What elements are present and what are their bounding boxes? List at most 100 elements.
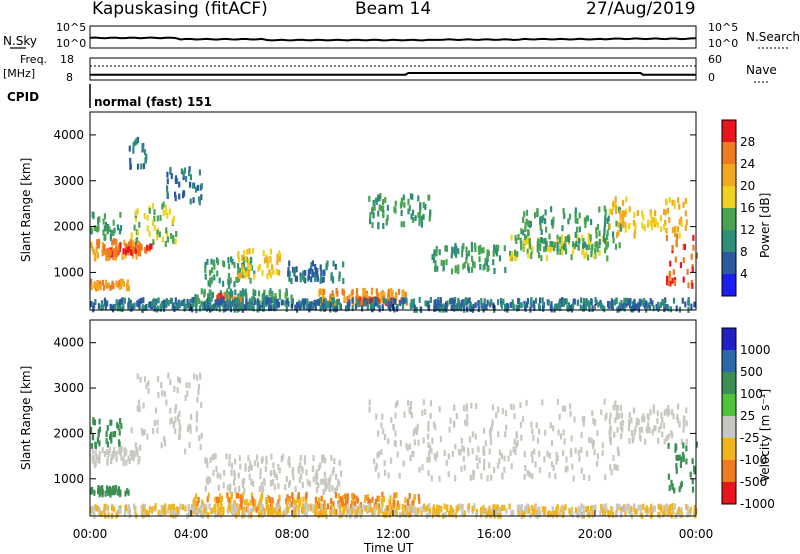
velocity-cell xyxy=(356,497,359,504)
velocity-cell xyxy=(288,457,291,464)
velocity-cell xyxy=(119,449,122,456)
velocity-cell xyxy=(210,508,213,515)
power-cell xyxy=(98,238,101,245)
power-cell xyxy=(329,301,332,308)
power-cell xyxy=(665,227,668,234)
velocity-cell xyxy=(142,511,145,518)
colorbar-tick-label: 1000 xyxy=(740,343,771,357)
power-cell xyxy=(278,269,281,276)
power-cell xyxy=(170,173,173,180)
velocity-cell xyxy=(631,436,634,443)
power-cell xyxy=(671,199,674,206)
velocity-cell xyxy=(153,420,156,427)
velocity-cell xyxy=(107,512,110,519)
power-cell xyxy=(402,194,405,201)
velocity-cell xyxy=(495,412,498,419)
velocity-cell xyxy=(443,449,446,456)
power-cell xyxy=(439,297,442,304)
velocity-cell xyxy=(139,376,142,383)
power-cell xyxy=(457,297,460,304)
power-cell xyxy=(207,297,210,304)
power-cell xyxy=(268,290,271,297)
power-cell xyxy=(387,303,390,310)
velocity-cell xyxy=(670,409,674,416)
velocity-cell xyxy=(185,382,188,389)
power-cell xyxy=(427,305,430,312)
power-cell xyxy=(675,305,678,312)
power-cell xyxy=(400,221,403,228)
power-cell xyxy=(241,254,244,261)
power-cell xyxy=(542,305,545,312)
power-cell xyxy=(588,243,591,250)
power-cell xyxy=(606,234,609,241)
velocity-cell xyxy=(482,504,485,511)
power-cell xyxy=(619,209,622,216)
power-cell xyxy=(204,261,207,268)
velocity-cell xyxy=(127,507,130,514)
velocity-cell xyxy=(174,403,178,410)
power-cell xyxy=(445,302,448,309)
power-cell xyxy=(629,298,632,304)
power-cell xyxy=(316,267,319,274)
power-cell xyxy=(369,218,372,225)
power-cell xyxy=(671,244,674,251)
velocity-cell xyxy=(407,498,410,505)
colorbar-tick-label: 12 xyxy=(740,223,755,237)
power-cell xyxy=(378,195,381,202)
velocity-cell xyxy=(317,512,320,519)
power-cell xyxy=(397,288,401,295)
velocity-cell xyxy=(588,437,591,444)
velocity-cell xyxy=(394,412,397,419)
velocity-cell xyxy=(184,395,187,401)
power-cell xyxy=(674,231,677,238)
power-cell xyxy=(465,252,468,259)
power-cell xyxy=(498,255,502,262)
velocity-cell xyxy=(555,451,558,458)
colorbar-swatch xyxy=(722,274,736,296)
velocity-cell xyxy=(482,448,485,455)
velocity-cell xyxy=(219,493,222,500)
power-cell xyxy=(539,216,542,223)
nsky-trace xyxy=(89,36,697,42)
velocity-cell xyxy=(427,420,430,427)
velocity-cell xyxy=(658,426,661,433)
power-cell xyxy=(514,235,517,242)
power-cell xyxy=(200,183,203,190)
power-cell xyxy=(266,262,269,269)
velocity-cell xyxy=(394,430,397,437)
power-cell xyxy=(404,291,407,298)
power-cell xyxy=(117,302,121,308)
power-cell xyxy=(362,287,365,294)
velocity-cell xyxy=(194,500,197,507)
cpid-row: CPID normal (fast) 151 xyxy=(7,84,212,109)
velocity-cell xyxy=(156,427,159,434)
power-cell xyxy=(243,250,246,257)
power-cell xyxy=(130,232,133,239)
power-cell xyxy=(319,277,322,284)
power-cell xyxy=(382,205,385,212)
power-cell xyxy=(473,261,476,268)
velocity-cell xyxy=(162,508,165,515)
velocity-cell xyxy=(250,464,253,471)
power-cell xyxy=(231,290,234,297)
power-cell xyxy=(258,263,261,270)
velocity-cell xyxy=(358,503,361,510)
velocity-cell xyxy=(483,459,486,465)
velocity-cell xyxy=(594,419,597,426)
power-cell xyxy=(263,305,266,312)
power-cell xyxy=(608,208,611,215)
velocity-cell xyxy=(330,509,333,516)
power-cell xyxy=(240,272,243,279)
power-cell xyxy=(442,304,445,311)
power-cell xyxy=(308,268,311,275)
power-cell xyxy=(399,202,402,209)
power-cell xyxy=(651,224,654,231)
velocity-cell xyxy=(678,486,681,493)
velocity-cell xyxy=(169,407,172,414)
power-cell xyxy=(567,302,571,309)
velocity-cell xyxy=(298,476,301,483)
velocity-cell xyxy=(645,510,649,517)
velocity-cell xyxy=(299,497,302,504)
freq-unit: [MHz] xyxy=(3,67,35,80)
power-cell xyxy=(684,225,687,231)
